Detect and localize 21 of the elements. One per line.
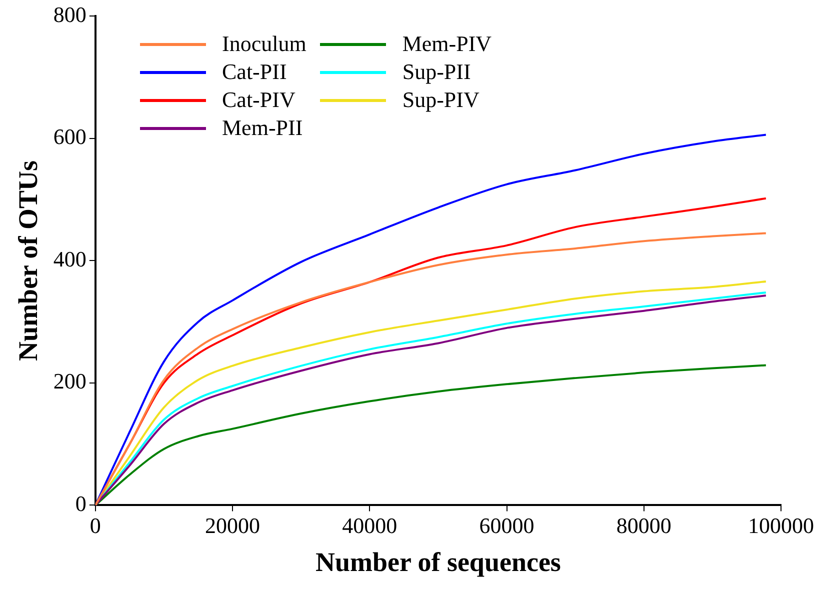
x-tick-label: 100000: [748, 513, 814, 538]
y-tick-label: 400: [53, 246, 86, 272]
x-axis-title: Number of sequences: [315, 546, 561, 577]
legend-label: Cat-PII: [222, 59, 287, 85]
y-tick-label: 800: [53, 2, 86, 27]
y-tick-label: 600: [53, 124, 86, 150]
legend-label: Sup-PII: [402, 59, 471, 85]
x-tick-label: 40000: [342, 513, 398, 538]
legend-label: Cat-PIV: [222, 87, 296, 113]
y-tick-label: 200: [53, 368, 86, 394]
x-tick-label: 20000: [205, 513, 260, 538]
line-series: [95, 134, 767, 506]
x-tick-label: 80000: [616, 513, 672, 538]
legend-label: Mem-PII: [222, 115, 303, 141]
y-axis-title: Number of OTUs: [13, 160, 44, 361]
legend-label: Inoculum: [222, 31, 306, 57]
x-tick-label: 60000: [479, 513, 534, 538]
legend-label: Sup-PIV: [402, 87, 480, 113]
y-tick-label: 0: [75, 490, 86, 516]
legend-label: Mem-PIV: [402, 31, 492, 57]
line-series: [95, 364, 767, 506]
